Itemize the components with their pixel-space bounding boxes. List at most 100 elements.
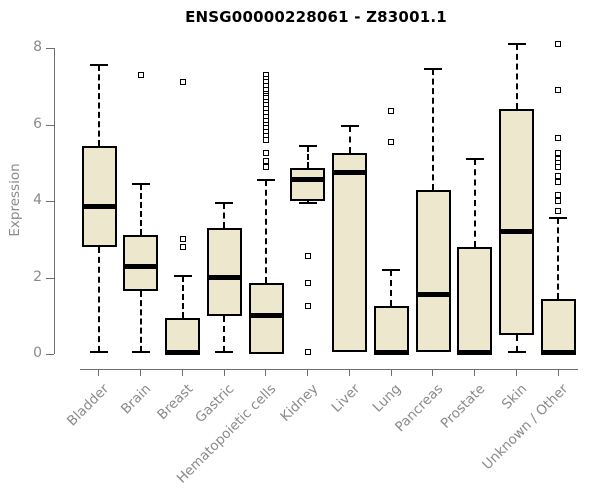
x-axis-tick	[223, 369, 225, 376]
box-kidney	[290, 168, 326, 201]
upper-whisker-line-kidney	[306, 145, 309, 169]
y-tick-label: 0	[33, 345, 42, 361]
upper-whisker-line-unknown-other	[557, 218, 560, 299]
x-axis-tick	[390, 369, 392, 376]
outlier-point-unknown-other	[555, 192, 562, 199]
outlier-point-kidney	[304, 280, 311, 287]
x-axis-tick	[474, 369, 475, 376]
y-axis-tick	[46, 354, 54, 355]
upper-whisker-line-lung	[390, 269, 393, 307]
x-axis-line	[80, 369, 578, 370]
x-axis-tick	[515, 369, 517, 376]
upper-whisker-line-bladder	[98, 65, 100, 146]
outlier-point-unknown-other	[555, 173, 562, 180]
lower-whisker-cap-bladder	[90, 351, 108, 354]
x-axis-tick	[557, 369, 559, 376]
y-axis-tick	[46, 201, 54, 202]
outlier-point-breast	[179, 236, 186, 243]
upper-whisker-cap-liver	[340, 125, 359, 128]
outlier-point-unknown-other	[555, 41, 562, 48]
upper-whisker-line-liver	[348, 126, 351, 154]
outlier-point-lung	[388, 108, 395, 115]
y-tick-label: 6	[33, 115, 42, 132]
y-tick-label: 2	[33, 268, 42, 285]
box-hematopoietic-cells	[248, 283, 284, 354]
upper-whisker-cap-brain	[131, 182, 150, 185]
x-axis-tick	[348, 369, 350, 376]
box-gastric	[206, 227, 242, 316]
upper-whisker-line-breast	[181, 275, 184, 318]
upper-whisker-line-hematopoietic-cells	[265, 179, 267, 284]
median-line-breast	[165, 349, 200, 355]
lower-whisker-line-brain	[139, 290, 142, 353]
outlier-point-kidney	[304, 253, 311, 260]
outlier-point-kidney	[304, 349, 311, 356]
median-line-bladder	[81, 204, 117, 210]
y-tick-label: 8	[33, 39, 42, 55]
box-brain	[123, 235, 159, 291]
x-axis-tick	[265, 369, 267, 376]
lower-whisker-line-skin	[515, 334, 518, 353]
x-axis-tick	[140, 369, 141, 376]
outlier-point-hematopoietic-cells	[263, 150, 269, 157]
median-line-skin	[499, 229, 534, 235]
outlier-point-lung	[388, 138, 395, 145]
upper-whisker-cap-bladder	[90, 64, 108, 67]
box-pancreas	[415, 189, 451, 353]
upper-whisker-cap-lung	[382, 268, 401, 271]
box-liver	[332, 153, 367, 353]
outlier-point-hematopoietic-cells	[263, 136, 269, 143]
lower-whisker-cap-brain	[131, 351, 150, 354]
box-lung	[373, 306, 409, 354]
outlier-point-unknown-other	[555, 207, 562, 214]
outlier-point-unknown-other	[555, 87, 562, 94]
upper-whisker-line-gastric	[223, 202, 226, 228]
lower-whisker-cap-gastric	[215, 351, 234, 354]
upper-whisker-cap-gastric	[215, 201, 234, 204]
y-axis-tick	[46, 124, 54, 126]
median-line-unknown-other	[540, 349, 576, 355]
chart-title: ENSG00000228061 - Z83001.1	[185, 8, 447, 26]
box-skin	[499, 109, 534, 335]
lower-whisker-cap-skin	[507, 351, 526, 354]
x-axis-tick	[307, 369, 308, 376]
outlier-point-breast	[179, 243, 186, 250]
y-axis-tick	[46, 48, 54, 49]
median-line-hematopoietic-cells	[248, 313, 284, 319]
y-tick-label: 4	[33, 192, 42, 208]
lower-whisker-line-bladder	[98, 246, 100, 353]
lower-whisker-cap-kidney	[298, 201, 317, 204]
x-axis-tick	[432, 369, 434, 376]
upper-whisker-line-pancreas	[432, 69, 434, 190]
upper-whisker-line-skin	[515, 44, 518, 110]
median-line-kidney	[290, 177, 326, 183]
upper-whisker-cap-prostate	[465, 157, 484, 160]
box-unknown-other	[540, 298, 576, 354]
upper-whisker-cap-hematopoietic-cells	[257, 178, 275, 181]
outlier-point-unknown-other	[555, 134, 562, 141]
outlier-point-unknown-other	[555, 150, 562, 157]
median-line-pancreas	[415, 292, 451, 298]
median-line-gastric	[206, 275, 242, 280]
upper-whisker-cap-pancreas	[424, 68, 442, 71]
outlier-point-hematopoietic-cells	[263, 157, 269, 164]
box-prostate	[457, 246, 493, 354]
median-line-lung	[373, 349, 409, 355]
lower-whisker-line-gastric	[223, 315, 226, 353]
outlier-point-kidney	[304, 303, 311, 310]
median-line-liver	[332, 169, 367, 175]
upper-whisker-cap-kidney	[298, 144, 317, 147]
median-line-prostate	[457, 349, 493, 355]
median-line-brain	[123, 263, 159, 269]
outlier-point-unknown-other	[555, 178, 562, 185]
y-axis-line	[54, 48, 55, 354]
upper-whisker-cap-unknown-other	[549, 217, 568, 220]
x-axis-tick	[98, 369, 100, 376]
y-axis-tick	[46, 277, 54, 279]
outlier-point-hematopoietic-cells	[263, 163, 269, 170]
upper-whisker-cap-breast	[173, 274, 192, 277]
upper-whisker-cap-skin	[507, 43, 526, 46]
upper-whisker-line-brain	[139, 183, 142, 236]
